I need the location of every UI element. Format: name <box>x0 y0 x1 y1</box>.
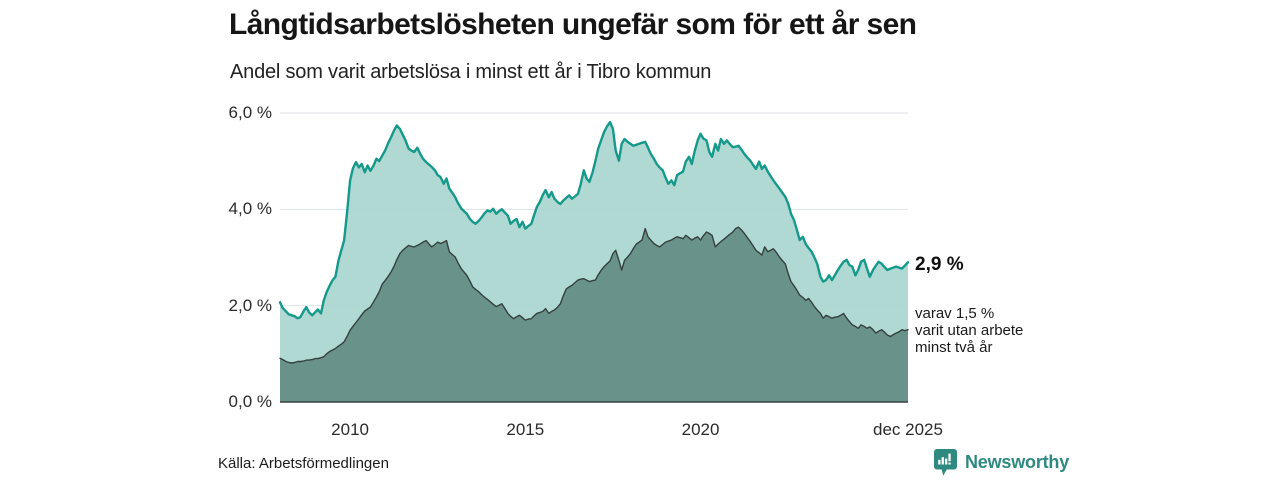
y-axis-tick-label: 2,0 % <box>228 295 272 315</box>
series-area-1 <box>280 227 908 402</box>
page-title: Långtidsarbetslösheten ungefär som för e… <box>229 8 917 41</box>
newsworthy-chart-bubble-icon <box>934 449 957 476</box>
x-axis-tick-label: dec 2025 <box>873 420 943 439</box>
x-axis-tick-label: 2010 <box>331 420 369 439</box>
x-axis-tick-label: 2020 <box>681 420 720 439</box>
page-subtitle: Andel som varit arbetslösa i minst ett å… <box>230 61 712 83</box>
source-credit: Källa: Arbetsförmedlingen <box>218 455 389 472</box>
series-end-note-label: varav 1,5 % varit utan arbete minst två … <box>915 305 1024 356</box>
y-axis-tick-label: 4,0 % <box>228 199 272 219</box>
y-axis-tick-label: 6,0 % <box>228 102 272 122</box>
series-line-0 <box>278 120 910 320</box>
y-axis-tick-label: 0,0 % <box>228 392 272 411</box>
series-end-value-label: 2,9 % <box>915 254 964 275</box>
newsworthy-logo: Newsworthy <box>933 448 1069 477</box>
x-axis-tick-label: 2015 <box>506 420 545 439</box>
series-line-1 <box>279 226 909 364</box>
newsworthy-wordmark: Newsworthy <box>965 452 1070 472</box>
